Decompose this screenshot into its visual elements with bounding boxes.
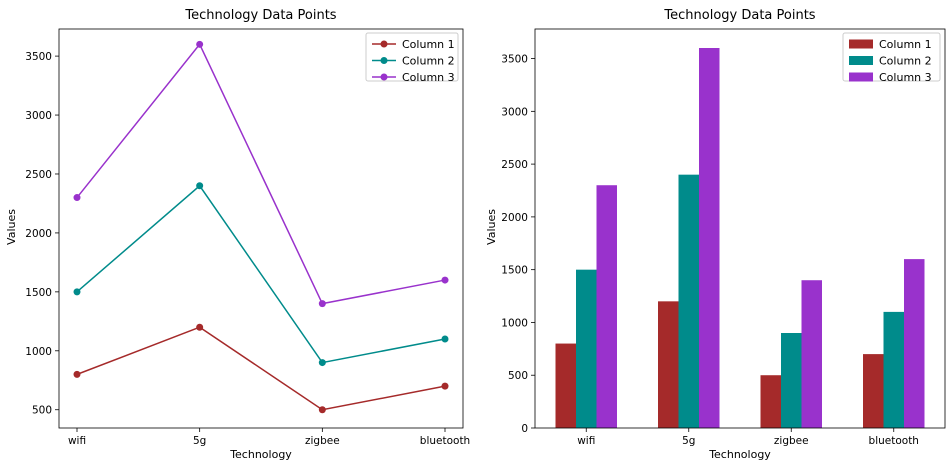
bar-column-2-zigbee [781,333,802,428]
bar-chart-xlabel: Technology [708,448,771,461]
line-chart-xlabel: Technology [229,448,292,461]
line-point-column-1 [318,406,326,414]
line-point-column-3 [73,194,81,202]
line-chart-ytick-label: 3000 [25,110,52,122]
bar-chart-legend-swatch-column-1 [849,39,873,49]
line-chart-xtick-label: wifi [68,435,86,447]
line-series-column-2 [76,184,446,364]
bar-chart-ytick-label: 3000 [501,106,528,118]
line-point-column-2 [73,288,81,296]
line-chart-legend-label-column-3: Column 3 [402,71,455,84]
line-chart-ytick-label: 1500 [25,287,52,299]
line-chart-ylabel: Values [5,209,18,245]
bar-column-3-wifi [596,185,617,428]
bar-chart-legend-swatch-column-2 [849,56,873,65]
bar-column-1-bluetooth [863,354,884,428]
line-point-column-2 [318,359,326,367]
line-series-column-1 [76,326,446,411]
bar-column-2-5g [678,174,699,428]
bar-chart-legend-swatch-column-3 [849,72,873,82]
bar-plot-area: 0 500 1000 1500 2000 2500 3000 3500 wifi 5g zigbee… [501,28,946,447]
bar-chart-xtick-label: 5g [682,435,695,447]
bar-chart-ylabel: Values [485,209,498,245]
bar-chart: Technology Data Points Technology Values… [485,8,946,461]
bar-chart-ytick-label: 1000 [501,317,528,329]
line-chart-ytick-label: 1000 [25,346,52,358]
line-chart-ytick-label: 2000 [25,228,52,240]
line-plot-area: 500 1000 1500 2000 2500 3000 3500 wifi 5g zigbee b… [25,28,470,447]
bar-chart-ytick-label: 1500 [501,265,528,277]
line-chart-ytick-label: 500 [32,405,52,417]
bar-column-3-zigbee [801,280,822,428]
line-chart-legend-label-column-1: Column 1 [402,38,455,51]
line-chart-frame [58,28,464,429]
line-chart-xtick-label: zigbee [305,435,340,447]
bar-chart-ytick-label: 2000 [501,212,528,224]
bar-column-3-5g [699,48,720,428]
line-point-column-1 [441,382,449,390]
bar-column-1-5g [658,301,679,428]
bar-chart-ytick-label: 2500 [501,159,528,171]
line-chart-xtick-label: bluetooth [420,435,470,447]
line-chart-title: Technology Data Points [184,8,336,23]
line-point-column-2 [441,335,449,343]
line-chart-legend-label-column-2: Column 2 [402,55,455,68]
bar-chart-ytick-label: 0 [521,423,528,435]
line-chart-legend [365,32,459,82]
line-point-column-1 [196,323,204,331]
bar-chart-ytick-label: 3500 [501,54,528,66]
line-chart-legend-marker-column-2 [380,57,388,64]
bar-column-2-wifi [576,269,597,428]
line-chart-legend-marker-column-3 [380,73,388,81]
bar-column-2-bluetooth [883,311,904,428]
bar-chart-xtick-label: zigbee [774,435,809,447]
bar-chart-ytick-label: 500 [508,370,528,382]
line-point-column-3 [318,300,326,308]
bar-chart-frame [534,28,946,429]
bar-chart-xtick-label: wifi [577,435,595,447]
line-point-column-3 [441,276,449,284]
bar-chart-legend-label-column-1: Column 1 [879,38,932,51]
bar-column-1-wifi [555,343,576,428]
bar-chart-legend-label-column-2: Column 2 [879,55,932,68]
bar-chart-xtick-label: bluetooth [869,435,919,447]
line-chart-xtick-label: 5g [193,435,206,447]
line-series-column-3 [76,42,446,305]
line-point-column-2 [196,182,204,190]
bar-column-3-bluetooth [904,259,925,428]
line-chart-legend-marker-column-1 [380,40,388,48]
bar-chart-title: Technology Data Points [663,8,815,23]
line-chart: Technology Data Points Technology Values… [5,8,470,461]
line-point-column-1 [73,370,81,378]
line-point-column-3 [196,40,204,48]
bar-column-1-zigbee [760,375,781,428]
bar-chart-legend-label-column-3: Column 3 [879,71,932,84]
line-chart-ytick-label: 2500 [25,169,52,181]
line-chart-ytick-label: 3500 [25,51,52,63]
